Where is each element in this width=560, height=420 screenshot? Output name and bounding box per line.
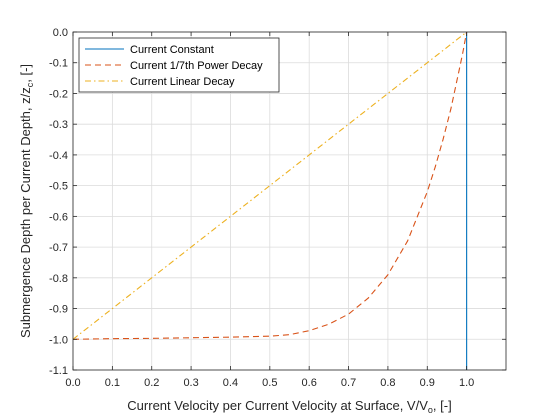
x-axis-label-sub: o — [428, 405, 433, 415]
series-group — [72, 31, 468, 370]
x-tick-label: 0.8 — [380, 377, 395, 389]
y-tick-label: -0.3 — [49, 119, 68, 131]
y-tick-label: -0.8 — [49, 273, 68, 285]
x-axis-label: Current Velocity per Current Velocity at… — [127, 398, 451, 415]
y-tick-label: -0.9 — [49, 304, 68, 316]
x-axis-label-suffix: , [-] — [433, 398, 452, 413]
legend-label-1: Current Constant — [130, 44, 214, 56]
y-tick-label: -0.1 — [49, 58, 68, 70]
y-axis-label-main: Submergence Depth per Current Depth, z/z — [18, 87, 33, 338]
legend: Current Constant Current 1/7th Power Deca… — [78, 37, 280, 93]
x-tick-label: 0.1 — [105, 377, 120, 389]
x-axis-label-main: Current Velocity per Current Velocity at… — [127, 398, 428, 413]
y-tick-label: -0.4 — [49, 150, 68, 162]
y-tick-label: -0.6 — [49, 211, 68, 223]
legend-label-2: Current 1/7th Power Decay — [130, 60, 263, 72]
x-tick-label: 0.3 — [183, 377, 198, 389]
ticks — [72, 31, 506, 371]
series-line-2 — [72, 31, 468, 340]
x-tick-label: 0.9 — [420, 377, 435, 389]
y-axis-label-sub: c — [25, 82, 35, 87]
x-tick-label: 0.4 — [223, 377, 238, 389]
y-tick-label: 0.0 — [53, 27, 68, 39]
y-axis-label: Submergence Depth per Current Depth, z/z… — [18, 64, 35, 338]
legend-label-3: Current Linear Decay — [130, 76, 235, 88]
x-tick-label: 0.7 — [341, 377, 356, 389]
x-tick-label: 0.0 — [65, 377, 80, 389]
x-tick-label: 1.0 — [459, 377, 474, 389]
y-tick-label: -1.1 — [49, 365, 68, 377]
y-axis-label-suffix: , [-] — [18, 64, 33, 83]
y-tick-label: -0.5 — [49, 181, 68, 193]
legend-box — [78, 37, 280, 93]
y-tick-label: -0.2 — [49, 88, 68, 100]
series-line-3 — [72, 31, 467, 340]
y-tick-label: -1.0 — [49, 334, 68, 346]
plot-frame — [72, 31, 507, 371]
x-tick-label: 0.5 — [262, 377, 277, 389]
x-tick-label: 0.6 — [302, 377, 317, 389]
y-tick-label: -0.7 — [49, 242, 68, 254]
tick-labels: 0.0 0.1 0.2 0.3 0.4 0.5 0.6 0.7 0.8 0.9 1.0 -1.1 -1.… — [49, 27, 474, 389]
x-tick-label: 0.2 — [144, 377, 159, 389]
